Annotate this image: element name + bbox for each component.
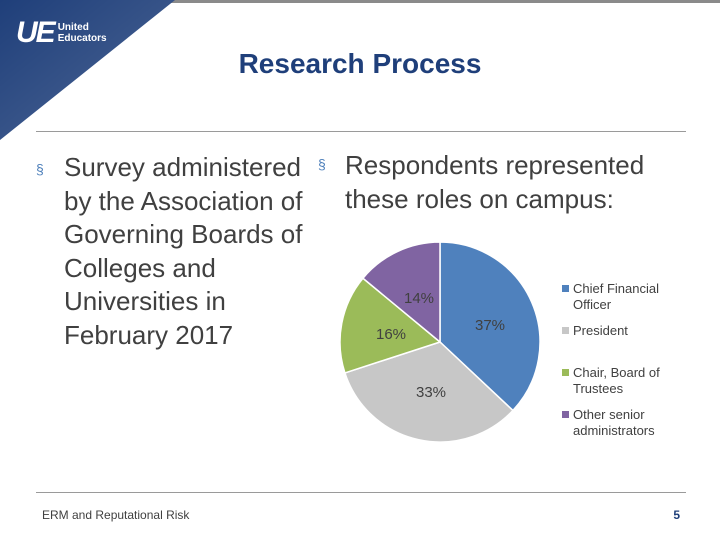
legend-swatch-2 bbox=[562, 327, 569, 334]
legend-swatch-1 bbox=[562, 285, 569, 292]
legend-label-3: Trustees bbox=[573, 381, 624, 396]
legend-label-1: Chief Financial bbox=[573, 281, 659, 296]
legend-label-3: Chair, Board of bbox=[573, 365, 660, 380]
legend-label-4: administrators bbox=[573, 423, 655, 438]
pie-slice-2 bbox=[343, 341, 514, 443]
corner-decoration bbox=[0, 0, 175, 140]
logo-line-1: United bbox=[57, 22, 89, 33]
data-label-3: 16% bbox=[376, 326, 406, 343]
footer-text: ERM and Reputational Risk bbox=[42, 508, 190, 522]
legend-swatch-3 bbox=[562, 369, 569, 376]
pie-slice-3 bbox=[339, 277, 442, 374]
right-bullet: § Respondents represented these roles on… bbox=[318, 148, 708, 216]
title-divider bbox=[36, 131, 686, 132]
right-bullet-text: Respondents represented these roles on c… bbox=[345, 150, 645, 214]
logo-line-2: Educators bbox=[57, 33, 107, 44]
bullet-icon: § bbox=[318, 156, 326, 172]
slide-title: Research Process bbox=[238, 48, 482, 79]
legend-swatch-4 bbox=[562, 411, 569, 418]
footer-divider bbox=[36, 492, 686, 493]
top-rule bbox=[0, 0, 720, 3]
data-label-4: 14% bbox=[404, 290, 434, 307]
bullet-icon: § bbox=[36, 161, 44, 177]
left-bullet: § Survey administered by the Association… bbox=[36, 151, 308, 352]
page-number: 5 bbox=[673, 508, 680, 522]
data-label-2: 33% bbox=[416, 384, 446, 401]
legend-label-4: Other senior bbox=[573, 407, 645, 422]
pie-slice-4 bbox=[361, 241, 441, 344]
logo-words: United Educators bbox=[58, 22, 107, 44]
pie-slice-1 bbox=[439, 241, 541, 412]
united-educators-logo: UE United Educators bbox=[16, 18, 107, 48]
logo-mark: UE bbox=[16, 16, 56, 49]
left-bullet-text: Survey administered by the Association o… bbox=[64, 152, 303, 350]
legend-label-2: President bbox=[573, 323, 628, 338]
legend-label-1: Officer bbox=[573, 297, 612, 312]
data-label-1: 37% bbox=[475, 317, 505, 334]
